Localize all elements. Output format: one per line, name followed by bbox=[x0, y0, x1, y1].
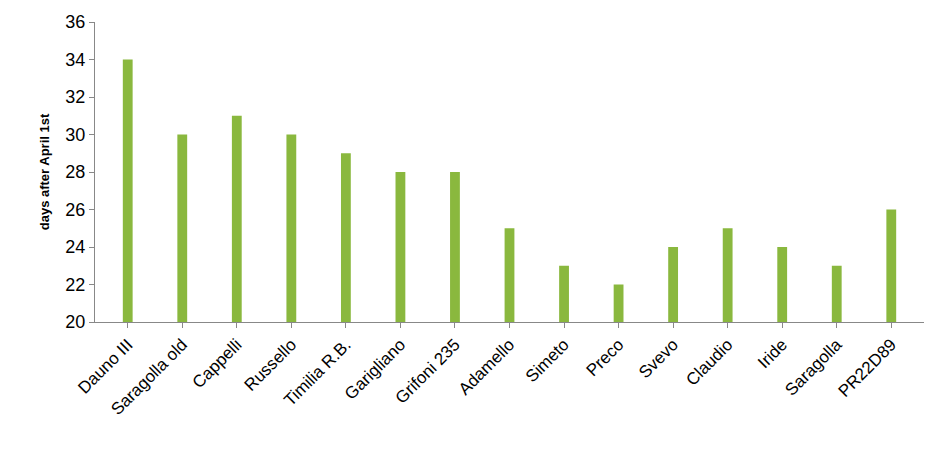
svg-text:26: 26 bbox=[65, 200, 85, 220]
svg-text:Garigliano: Garigliano bbox=[341, 335, 409, 403]
svg-text:32: 32 bbox=[65, 87, 85, 107]
svg-text:Preco: Preco bbox=[583, 335, 628, 380]
svg-text:20: 20 bbox=[65, 312, 85, 332]
svg-text:28: 28 bbox=[65, 162, 85, 182]
svg-text:Dauno III: Dauno III bbox=[74, 335, 136, 397]
svg-text:24: 24 bbox=[65, 237, 85, 257]
svg-text:22: 22 bbox=[65, 275, 85, 295]
svg-text:Iride: Iride bbox=[754, 335, 791, 372]
svg-text:Saragolla: Saragolla bbox=[781, 335, 846, 400]
svg-text:Russello: Russello bbox=[241, 335, 301, 395]
svg-text:Cappelli: Cappelli bbox=[189, 335, 246, 392]
svg-text:Timilia R.B.: Timilia R.B. bbox=[280, 335, 354, 409]
svg-text:Claudio: Claudio bbox=[682, 335, 736, 389]
svg-text:Adamello: Adamello bbox=[455, 335, 519, 399]
svg-text:Saragolla old: Saragolla old bbox=[107, 335, 191, 419]
svg-text:36: 36 bbox=[65, 12, 85, 32]
svg-text:PR22D89: PR22D89 bbox=[835, 335, 901, 401]
svg-text:Svevo: Svevo bbox=[635, 335, 682, 382]
svg-text:34: 34 bbox=[65, 50, 85, 70]
svg-text:days after April 1st: days after April 1st bbox=[37, 113, 52, 230]
svg-text:Grifoni 235: Grifoni 235 bbox=[392, 335, 464, 407]
svg-text:30: 30 bbox=[65, 125, 85, 145]
svg-text:Simeto: Simeto bbox=[522, 335, 573, 386]
